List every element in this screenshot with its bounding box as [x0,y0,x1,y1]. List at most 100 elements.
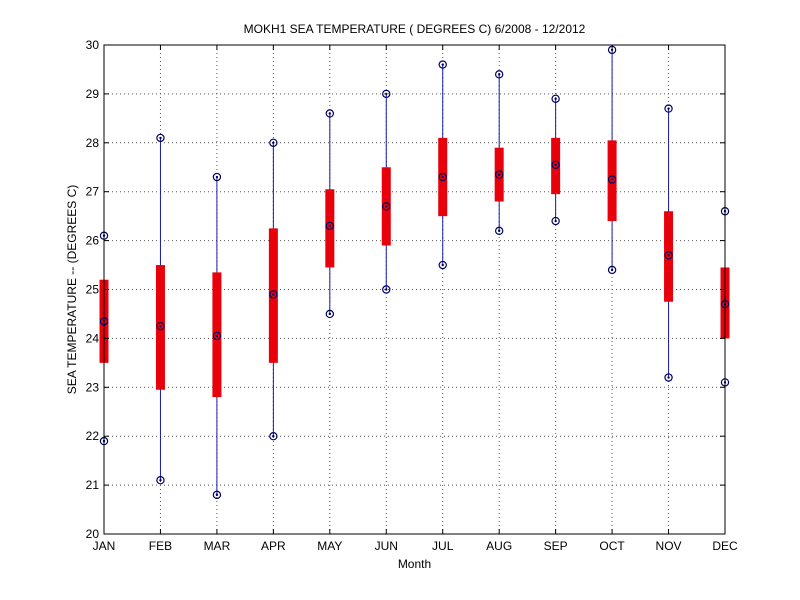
median-marker [607,175,617,184]
max-marker-dot [497,73,501,76]
min-marker-dot [554,219,557,223]
max-marker [212,172,222,182]
max-marker-ring [212,172,222,182]
y-tick-label: 28 [86,136,100,150]
max-marker-ring [551,94,560,103]
x-tick-label: NOV [656,539,682,553]
max-marker [664,104,673,113]
y-tick-label: 27 [86,185,100,199]
median-marker-ring [607,175,617,184]
median-marker-ring [156,321,165,331]
min-marker-dot [667,376,670,379]
max-marker-ring [269,138,278,147]
x-tick-label: JAN [93,539,116,553]
min-marker [212,490,222,500]
y-tick-label: 24 [86,331,100,345]
max-marker-dot [385,92,388,96]
median-marker-ring [438,172,447,182]
min-marker-dot [441,263,444,267]
max-marker-dot [554,97,557,100]
median-marker [438,172,447,182]
max-marker [382,89,391,99]
max-marker-dot [159,136,162,140]
y-tick-label: 26 [86,234,100,248]
x-tick-label: OCT [599,539,625,553]
min-marker-ring [494,226,504,236]
y-tick-label: 22 [86,429,100,443]
median-marker-ring [269,290,278,299]
max-marker-ring [664,104,673,113]
median-marker-dot [272,293,275,296]
tick-layer: 20 21 22 23 24 25 26 27 28 29 30 JAN FEB MAR APR MAY JUN… [86,38,738,553]
max-marker-ring [494,70,504,79]
min-marker-ring [156,476,165,485]
median-marker [156,321,165,331]
iqr-box [325,189,335,268]
median-marker [382,202,391,211]
max-marker [494,70,504,79]
min-marker-dot [159,479,162,482]
x-axis-title: Month [398,557,431,571]
max-marker-dot [441,63,444,66]
max-marker [551,94,560,103]
median-marker [494,170,504,179]
y-tick-label: 20 [86,527,100,541]
min-marker-ring [438,260,447,270]
min-marker-dot [497,229,501,233]
min-marker [156,476,165,485]
iqr-box [155,265,165,390]
min-marker-ring [325,309,335,319]
max-marker [438,60,447,69]
median-marker-dot [441,175,444,179]
min-marker-ring [607,265,617,275]
max-marker [156,133,165,143]
x-tick-label: MAR [204,539,231,553]
iqr-box [551,137,561,195]
iqr-box [212,272,222,398]
median-marker-ring [551,160,560,170]
min-marker [664,373,673,382]
median-marker-ring [494,170,504,179]
iqr-box [268,228,278,363]
median-marker-dot [215,334,219,338]
median-marker [664,251,673,260]
min-marker [438,260,447,270]
y-tick-label: 29 [86,87,100,101]
max-marker-dot [215,175,219,179]
median-marker-dot [328,224,332,228]
min-marker-dot [328,312,332,316]
median-marker-dot [667,254,670,257]
min-marker [269,432,278,441]
x-tick-label: MAY [317,539,342,553]
median-marker [212,331,222,341]
x-tick-label: AUG [486,539,512,553]
min-marker-dot [385,288,388,291]
x-tick-label: SEP [544,539,568,553]
min-marker-dot [215,493,219,497]
min-marker-dot [272,435,275,438]
x-tick-label: JUN [375,539,398,553]
min-marker [551,216,560,226]
x-tick-label: JUL [432,539,454,553]
median-marker-ring [664,251,673,260]
median-marker [269,290,278,299]
min-marker [382,285,391,294]
min-marker-ring [664,373,673,382]
y-tick-label: 30 [86,38,100,52]
x-tick-label: APR [261,539,286,553]
y-axis-title: SEA TEMPERATURE -- (DEGREES C) [65,185,79,395]
y-tick-label: 25 [86,283,100,297]
median-marker-dot [385,205,388,208]
max-marker [325,109,335,118]
median-marker-dot [610,178,614,181]
max-marker-ring [438,60,447,69]
min-marker [494,226,504,236]
max-marker-ring [325,109,335,118]
y-tick-label: 23 [86,380,100,394]
median-marker-dot [554,163,557,167]
max-marker-dot [328,112,332,115]
median-marker-dot [159,324,162,328]
iqr-box [607,140,617,222]
